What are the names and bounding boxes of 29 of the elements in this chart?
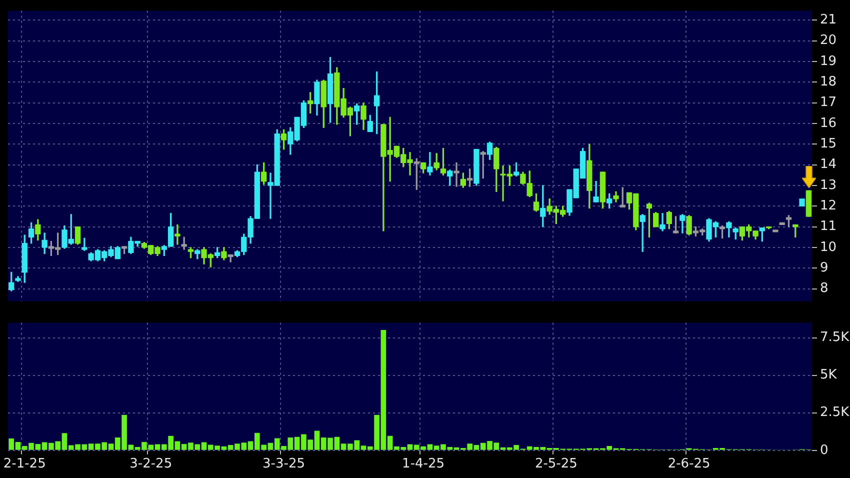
y-tick-label: 15 bbox=[820, 136, 837, 152]
y-tick-label: 0 bbox=[820, 442, 828, 458]
candlestick bbox=[454, 162, 460, 187]
y-tick-label: 21 bbox=[820, 12, 837, 28]
y-tick-label: 20 bbox=[820, 33, 837, 48]
x-tick-label: 3-3-25 bbox=[262, 456, 305, 472]
y-tick-label: 11 bbox=[820, 219, 837, 234]
candlestick bbox=[427, 152, 433, 176]
y-tick-label: 18 bbox=[820, 74, 837, 90]
x-tick-label: 2-6-25 bbox=[668, 456, 710, 472]
y-tick-label: 14 bbox=[820, 157, 837, 172]
candlestick bbox=[640, 214, 646, 252]
y-tick-label: 19 bbox=[820, 54, 837, 69]
x-tick-label: 2-5-25 bbox=[534, 456, 578, 472]
y-tick-label: 2.5K bbox=[820, 405, 850, 420]
candlestick bbox=[660, 213, 666, 232]
x-tick-label: 1-4-25 bbox=[402, 456, 445, 472]
y-tick-label: 8 bbox=[820, 281, 828, 296]
y-tick-label: 16 bbox=[820, 116, 837, 131]
candlestick bbox=[174, 224, 180, 245]
y-tick-label: 13 bbox=[820, 178, 837, 193]
y-tick-label: 17 bbox=[820, 95, 837, 110]
y-tick-label: 12 bbox=[820, 198, 837, 214]
y-tick-label: 5K bbox=[820, 368, 838, 383]
y-tick-label: 9 bbox=[820, 260, 828, 276]
x-tick-label: 2-1-25 bbox=[3, 456, 46, 472]
y-tick-label: 10 bbox=[820, 240, 837, 255]
y-tick-label: 7.5K bbox=[820, 330, 850, 346]
x-tick-label: 3-2-25 bbox=[130, 456, 172, 472]
